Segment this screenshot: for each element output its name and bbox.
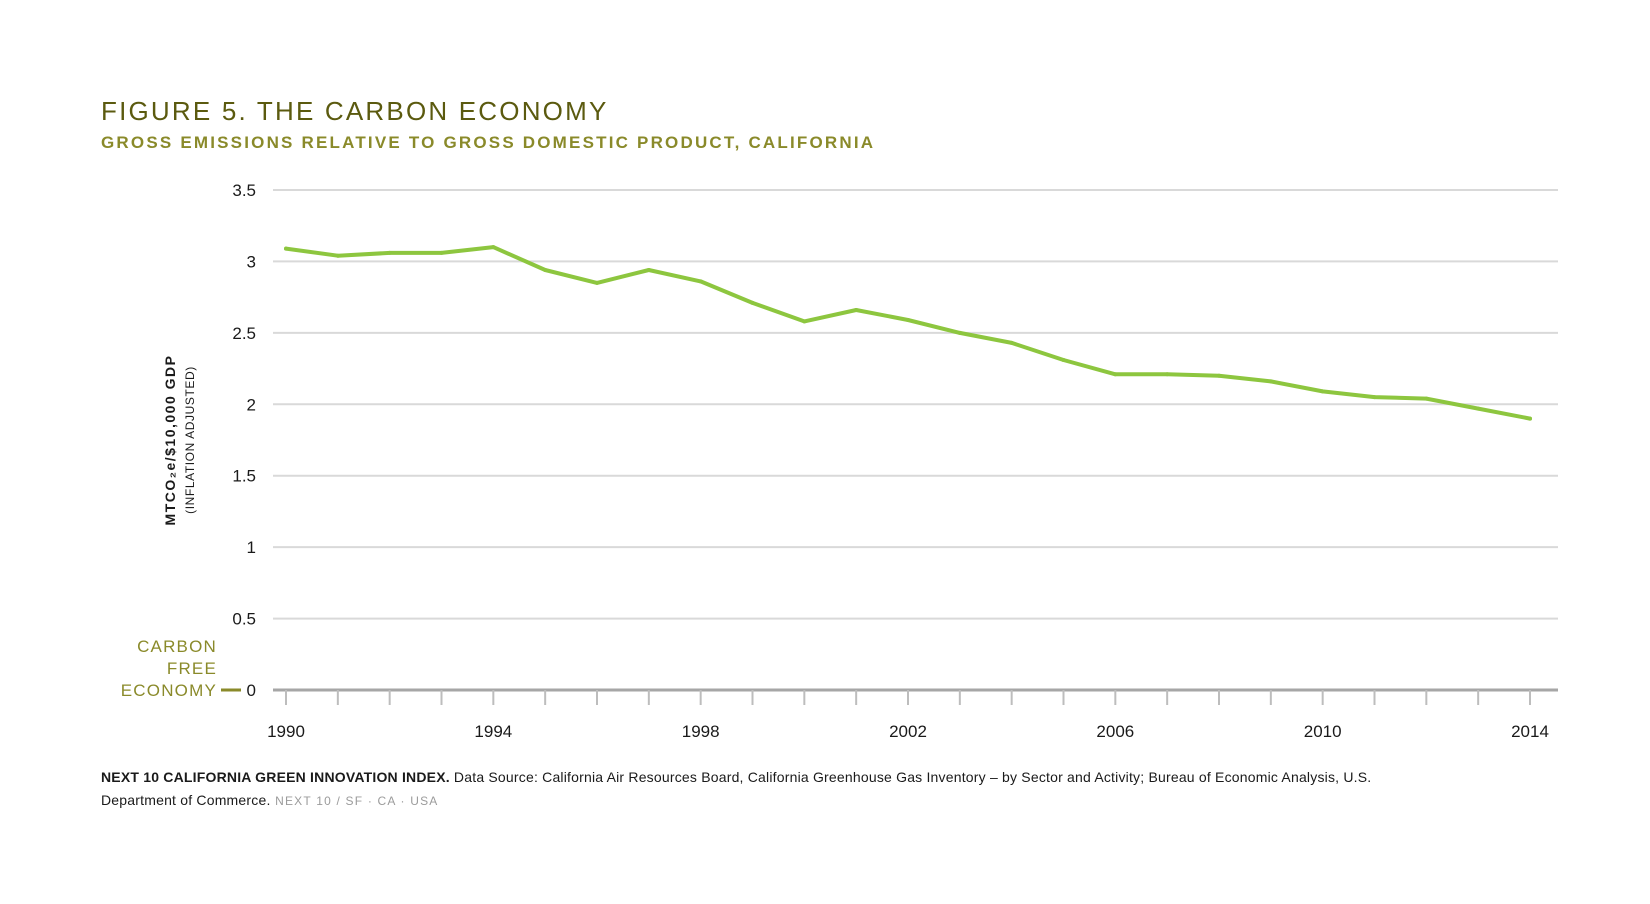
data-point (543, 268, 548, 272)
annotation-line: CARBON (137, 637, 217, 656)
data-point (698, 279, 703, 284)
data-point (439, 250, 444, 255)
data-point (1320, 389, 1325, 394)
data-point (1528, 416, 1532, 421)
y-tick-label: 3.5 (232, 181, 256, 200)
series-group (284, 245, 1532, 421)
data-point (1113, 372, 1118, 377)
y-axis-subtitle: (INFLATION ADJUSTED) (183, 366, 197, 514)
data-point (1217, 373, 1221, 378)
data-point (957, 330, 962, 335)
data-point (491, 245, 496, 250)
y-axis-title: MTCO₂e/$10,000 GDP (162, 355, 178, 526)
data-point (284, 246, 288, 251)
data-point (854, 308, 859, 312)
chart-subtitle: GROSS EMISSIONS RELATIVE TO GROSS DOMEST… (101, 133, 876, 152)
y-axis-label: MTCO₂e/$10,000 GDP (INFLATION ADJUSTED) (162, 355, 197, 526)
x-tick-label: 1994 (474, 722, 512, 741)
footer-source-title: NEXT 10 CALIFORNIA GREEN INNOVATION INDE… (101, 769, 450, 785)
data-point (1061, 358, 1066, 362)
data-point (1165, 372, 1170, 377)
data-point (1009, 340, 1014, 345)
x-tick-label: 2014 (1511, 722, 1549, 741)
x-tick-labels: 1990 1994 1998 2002 2006 2010 2014 (267, 690, 1549, 741)
y-tick-label: 2 (247, 395, 256, 414)
annotation-line: FREE (167, 659, 217, 678)
data-point (750, 300, 755, 305)
y-tick-label: 1 (247, 538, 256, 557)
y-tick-label: 0.5 (232, 610, 256, 629)
data-point (1476, 406, 1481, 411)
data-point (1268, 379, 1273, 384)
data-point (906, 318, 910, 322)
data-point (335, 253, 340, 258)
data-point (387, 250, 392, 255)
x-tick-label: 2002 (889, 722, 927, 741)
x-tick-label: 1990 (267, 722, 305, 741)
data-point (1372, 395, 1377, 400)
annotation-line: ECONOMY (121, 681, 217, 700)
y-tick-labels: 0 0.5 1 1.5 2 2.5 3 3.5 (232, 181, 256, 700)
x-tick-label: 2006 (1096, 722, 1134, 741)
chart-footer: NEXT 10 CALIFORNIA GREEN INNOVATION INDE… (101, 766, 1441, 813)
data-point (802, 319, 807, 324)
y-tick-label: 3 (247, 252, 256, 271)
data-point (1424, 396, 1429, 401)
y-tick-label: 1.5 (232, 467, 256, 486)
footer-source-text: Data Source: California Air Resources Bo… (101, 769, 1372, 808)
carbon-free-annotation: CARBON FREE ECONOMY (121, 637, 241, 700)
footer-credit: NEXT 10 / SF · CA · USA (270, 794, 439, 808)
grid-lines (273, 189, 1558, 692)
data-point (646, 268, 651, 272)
data-point (595, 280, 599, 285)
x-tick-label: 2010 (1304, 722, 1342, 741)
chart-title: FIGURE 5. THE CARBON ECONOMY (101, 96, 609, 126)
x-tick-label: 1998 (682, 722, 720, 741)
y-tick-label: 0 (247, 681, 256, 700)
y-tick-label: 2.5 (232, 324, 256, 343)
